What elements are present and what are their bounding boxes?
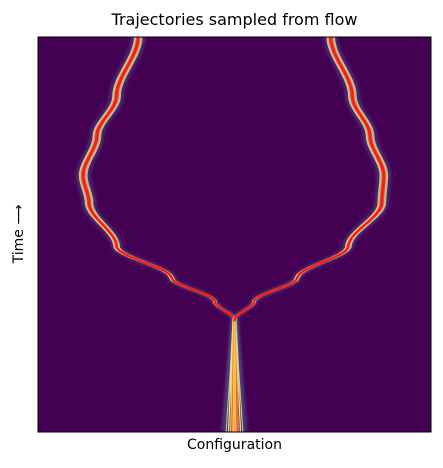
chart-title: Trajectories sampled from flow (111, 10, 358, 29)
trajectory-line-right-3 (230, 37, 382, 432)
y-axis-label: Time ⟶ (11, 204, 27, 264)
trajectory-stem-highlight (232, 321, 237, 432)
trajectory-line-right-12 (236, 37, 391, 432)
trajectory-line-right-2 (228, 37, 381, 432)
x-axis-label: Configuration (187, 437, 282, 453)
trajectory-line-right-9 (234, 37, 388, 432)
trajectory-line-right-0 (223, 37, 379, 432)
trajectory-line-right-11 (235, 37, 390, 432)
trajectory-layer (76, 37, 391, 432)
trajectory-line-right-1 (225, 37, 380, 432)
trajectory-line-right-10 (235, 37, 389, 432)
axes-frame (37, 36, 432, 433)
